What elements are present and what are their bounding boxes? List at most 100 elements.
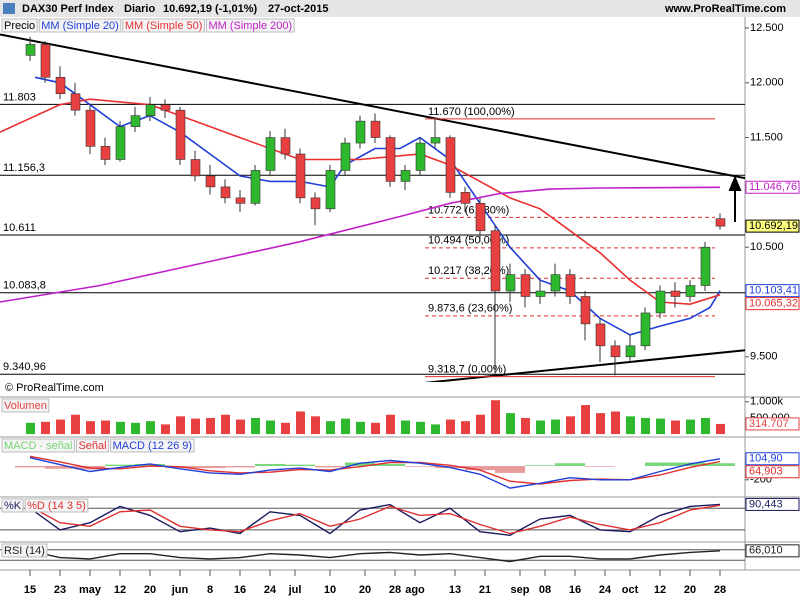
legend-bg	[38, 18, 122, 33]
volume-bar	[566, 416, 575, 435]
x-tick-label: 23	[54, 584, 66, 596]
volume-bar	[431, 424, 440, 435]
value-box	[745, 544, 800, 558]
candle-body	[610, 345, 621, 358]
legend-label: Volumen	[4, 400, 47, 412]
volume-bar	[626, 416, 635, 435]
legend-bg	[1, 498, 24, 513]
x-tick-label: 8	[207, 584, 213, 596]
fib-label: 10.494 (50,00%)	[428, 235, 509, 247]
arrow	[728, 175, 742, 222]
legend-label: Señal	[78, 440, 106, 452]
value-box	[745, 452, 800, 466]
candle-body	[595, 323, 606, 347]
candle-body	[175, 109, 186, 160]
candle-body	[160, 104, 171, 111]
x-tick-label: 20	[144, 584, 156, 596]
volume-bar	[371, 422, 380, 435]
volume-bar	[581, 405, 590, 435]
value-box	[745, 465, 800, 479]
histogram-bar	[315, 466, 345, 468]
histogram-bar	[705, 463, 735, 466]
volume-bar	[521, 417, 530, 435]
volume-bar	[401, 420, 410, 435]
histogram-bar	[255, 463, 285, 466]
indicator-line	[29, 504, 721, 535]
candle-body	[430, 137, 441, 144]
x-tick-label: jul	[288, 584, 302, 596]
candle-body	[265, 137, 276, 171]
fib-label: 10.772 (61,80%)	[428, 204, 509, 216]
x-tick-label: 16	[234, 584, 246, 596]
candle-body	[445, 137, 456, 193]
candle-body	[55, 76, 66, 95]
x-tick-label: jun	[171, 584, 189, 596]
volume-bar	[341, 418, 350, 435]
value-label: 11.046,76	[749, 181, 797, 193]
value-label: 10.692,19	[749, 220, 798, 232]
volume-bar	[176, 416, 185, 435]
histogram-bar	[495, 466, 525, 473]
legend-bg	[24, 498, 89, 513]
candle-body	[250, 170, 261, 204]
value-label: 10.103,41	[749, 285, 798, 297]
legend-label: %K	[4, 500, 22, 512]
candle-body	[565, 274, 576, 297]
volume-bar	[671, 420, 680, 435]
legend-label: MM (Simple 20)	[41, 20, 119, 32]
candle-body	[205, 175, 216, 188]
value-label: 64,903	[749, 466, 783, 478]
candle-body	[100, 146, 111, 160]
value-label: 10.065,32	[749, 298, 798, 310]
volume-bar	[416, 421, 425, 435]
value-box	[745, 297, 800, 311]
legend-bg	[75, 438, 110, 453]
candle-body	[700, 246, 711, 286]
candle-body	[475, 203, 486, 232]
header-bar	[0, 0, 800, 17]
date: 27-oct-2015	[268, 3, 329, 15]
x-tick-label: 16	[569, 584, 581, 596]
legend-label: MACD (12 26 9)	[113, 440, 192, 452]
copyright: © ProRealTime.com	[5, 382, 104, 394]
value-label: 90,443	[749, 498, 783, 510]
value-label: 314.707	[749, 418, 789, 430]
candle-body	[40, 44, 51, 78]
candle-body	[280, 137, 291, 155]
x-tick-label: ago	[405, 584, 425, 596]
x-tick-label: 24	[264, 584, 277, 596]
candle-body	[85, 109, 96, 147]
histogram-bar	[135, 463, 165, 466]
indicator-line	[29, 457, 721, 489]
candle-body	[70, 93, 81, 111]
y-tick-label: 12.000	[750, 77, 784, 89]
candle-body	[355, 120, 366, 144]
value-box	[745, 180, 800, 194]
y-tick-label: 9.500	[750, 351, 778, 363]
volume-bar	[656, 418, 665, 435]
x-tick-label: oct	[622, 584, 639, 596]
candle-body	[310, 197, 321, 210]
volume-bar	[161, 424, 170, 435]
value-box	[745, 497, 800, 511]
y-tick-label: 12.500	[750, 22, 784, 34]
volume-bar	[356, 421, 365, 435]
support-label: 10.083,8	[3, 280, 46, 292]
candle-body	[220, 186, 231, 199]
volume-bar	[281, 422, 290, 435]
volume-bar	[116, 421, 125, 435]
instrument: DAX30 Perf Index	[22, 3, 115, 15]
volume-bar	[146, 421, 155, 435]
histogram-bar	[465, 466, 495, 471]
period: Diario	[124, 3, 155, 15]
candle-body	[190, 159, 201, 177]
legend-label: RSI (14)	[4, 545, 45, 557]
value-label: 104,90	[749, 453, 783, 465]
price: 10.692,19 (-1,01%)	[163, 3, 258, 15]
histogram-bar	[585, 466, 615, 467]
histogram-bar	[105, 464, 135, 466]
value-label: 66,010	[749, 545, 783, 557]
y-tick-label: 1.000k	[750, 396, 784, 408]
value-box	[745, 417, 800, 431]
histogram-bar	[555, 463, 585, 466]
